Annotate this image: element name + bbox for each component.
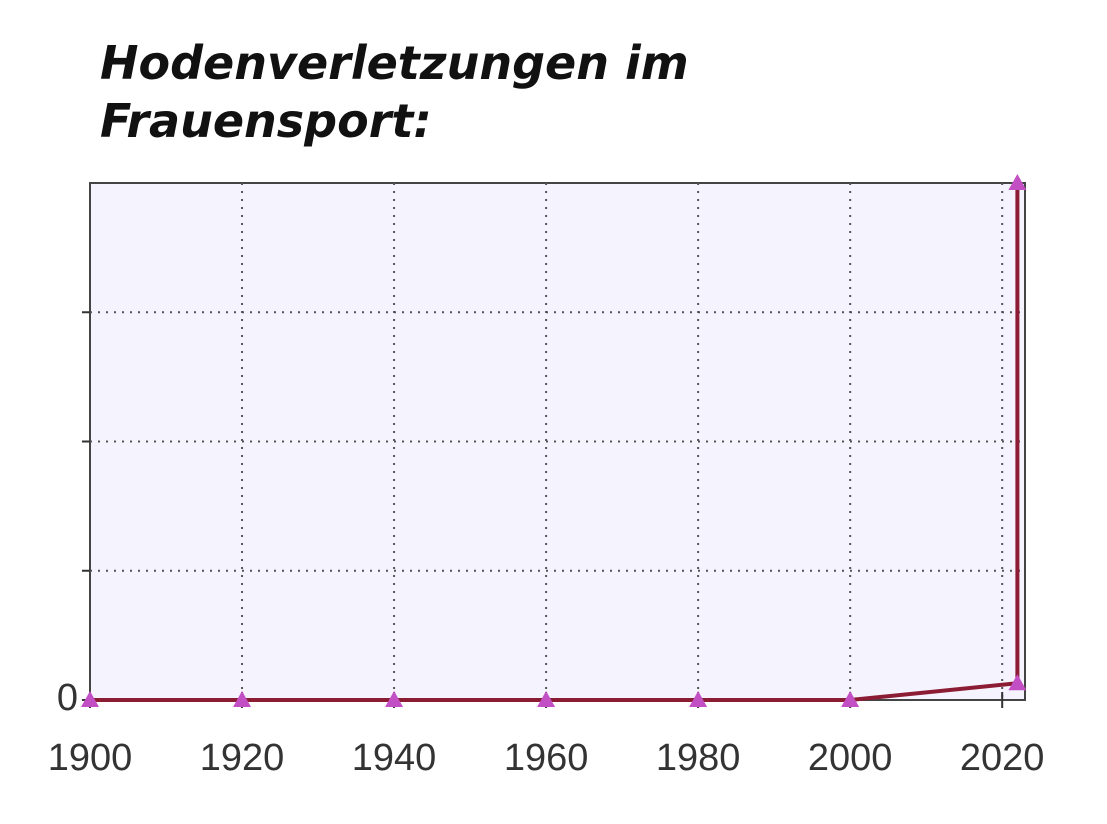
x-tick-label: 1940: [352, 737, 437, 779]
data-marker: [81, 691, 99, 707]
data-line: [90, 183, 1020, 702]
data-marker: [537, 691, 556, 707]
data-marker: [689, 691, 708, 707]
chart-title: Hodenverletzungen im Frauensport:: [100, 36, 689, 148]
plot-area: [89, 182, 1026, 701]
data-marker: [233, 691, 252, 707]
x-tick-label: 1900: [48, 737, 133, 779]
data-marker: [1008, 674, 1027, 691]
x-tick-label: 2020: [960, 737, 1045, 779]
x-tick-label: 1920: [200, 737, 285, 779]
x-tick-label: 1960: [504, 737, 589, 779]
data-marker: [1008, 174, 1027, 190]
y-tick-label: 0: [57, 677, 78, 719]
data-marker: [841, 691, 860, 707]
x-tick-label: 2000: [808, 737, 893, 779]
data-marker: [385, 691, 404, 707]
x-tick-label: 1980: [656, 737, 741, 779]
